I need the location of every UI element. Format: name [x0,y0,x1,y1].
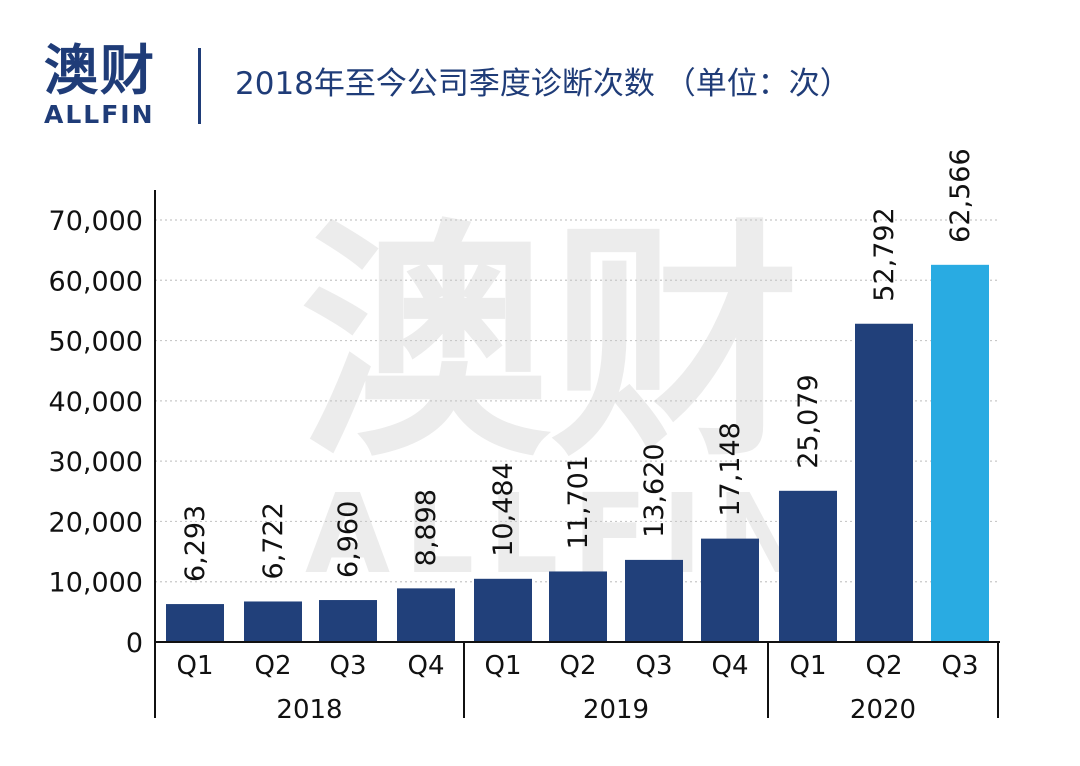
y-tick-label: 60,000 [49,266,143,297]
data-label: 13,620 [639,443,670,537]
bar [855,323,913,642]
data-label: 6,293 [180,505,211,582]
year-label: 2018 [276,695,342,725]
bar [779,490,837,642]
bar [166,604,224,642]
year-label: 2019 [583,695,649,725]
x-tick-label: Q1 [789,651,826,681]
bar [397,588,455,642]
data-label: 62,566 [945,148,976,242]
bar [931,264,989,642]
bar [701,538,759,642]
data-label: 8,898 [411,489,442,566]
y-tick-label: 50,000 [49,327,143,358]
logo-cn-text: 澳财 [44,39,156,102]
x-tick-label: Q2 [254,651,291,681]
x-tick-label: Q3 [635,651,672,681]
bar [549,571,607,642]
y-tick-label: 70,000 [49,206,143,237]
data-label: 6,722 [258,502,289,579]
x-tick-label: Q4 [407,651,444,681]
chart-title: 2018年至今公司季度诊断次数 （单位：次） [235,66,851,102]
watermark-cn: 澳财 [300,199,800,490]
data-label: 25,079 [793,374,824,468]
bar [319,600,377,642]
data-label: 11,701 [563,455,594,549]
bar [625,559,683,642]
y-tick-label: 10,000 [49,568,143,599]
data-label: 17,148 [715,422,746,516]
y-tick-label: 40,000 [49,387,143,418]
bar [474,578,532,642]
x-tick-label: Q1 [484,651,521,681]
y-tick-label: 0 [126,628,143,659]
x-tick-label: Q1 [176,651,213,681]
x-tick-label: Q3 [941,651,978,681]
x-tick-label: Q2 [865,651,902,681]
y-tick-label: 30,000 [49,447,143,478]
bar [244,601,302,642]
x-tick-label: Q2 [559,651,596,681]
allfin-logo: 澳财 ALLFIN [44,40,164,128]
x-tick-label: Q4 [711,651,748,681]
data-label: 52,792 [869,207,900,301]
header-divider [198,48,201,124]
data-label: 10,484 [488,462,519,556]
y-tick-label: 20,000 [49,507,143,538]
logo-en-text: ALLFIN [44,100,155,129]
data-label: 6,960 [333,501,364,578]
year-label: 2020 [850,695,916,725]
x-tick-label: Q3 [329,651,366,681]
